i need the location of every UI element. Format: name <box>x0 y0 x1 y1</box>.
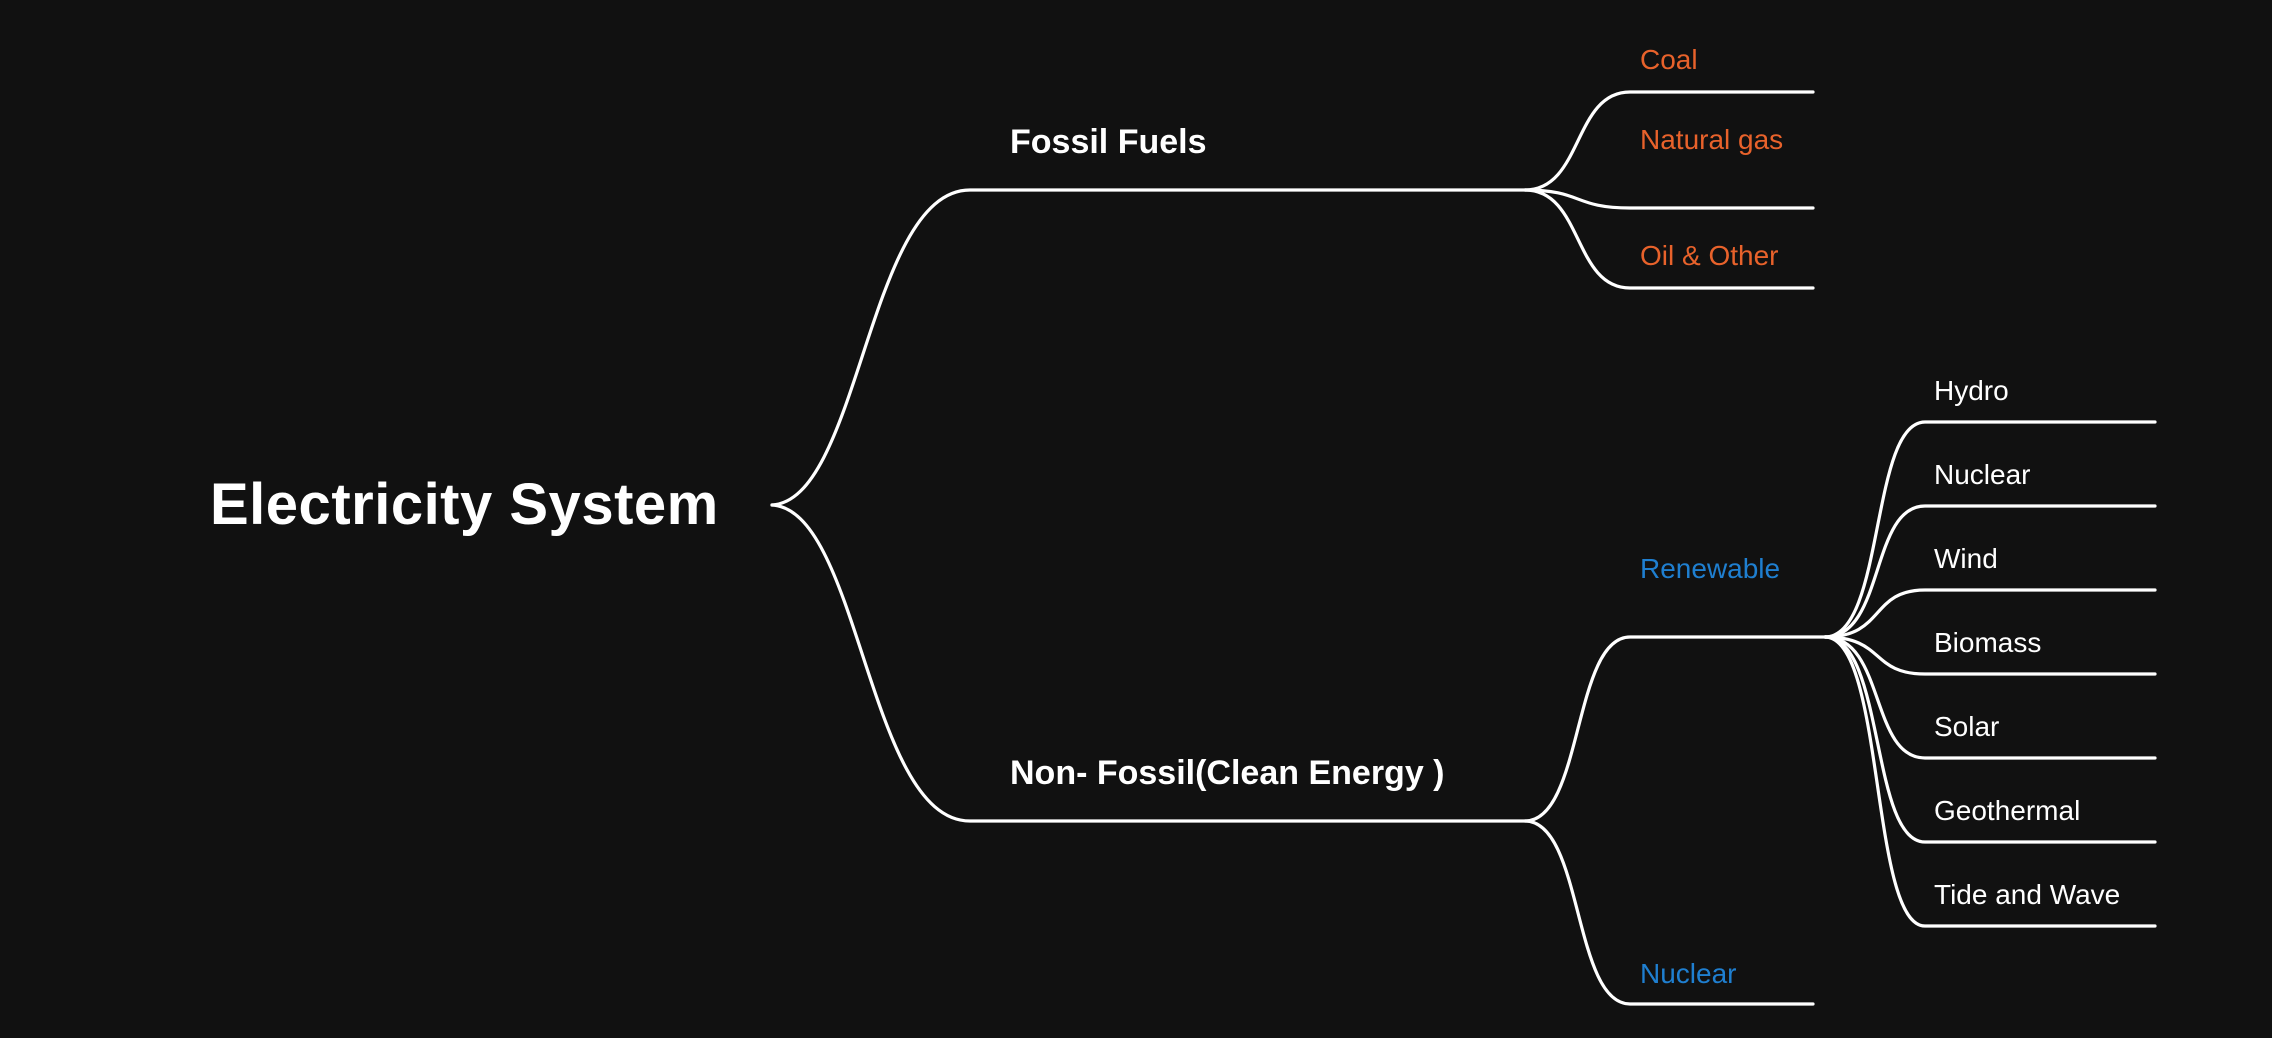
renewable-item-biomass: Biomass <box>1934 627 2042 658</box>
connector-fossil-natural-gas <box>1523 188 1815 210</box>
renewable-item-wind: Wind <box>1934 543 1998 574</box>
clean-nuclear-label: Nuclear <box>1640 958 1737 989</box>
root-title: Electricity System <box>210 472 719 537</box>
connector-renewable-wind <box>1823 588 2157 639</box>
renewable-item-hydro: Hydro <box>1934 375 2009 406</box>
renewable-item-geothermal: Geothermal <box>1934 795 2081 826</box>
connector-renewable-tide <box>1823 635 2157 928</box>
connector-root-clean <box>770 503 1527 823</box>
connector-clean-renewable <box>1523 635 1827 823</box>
connector-renewable-hydro <box>1823 420 2157 639</box>
fossil-fuels-label: Fossil Fuels <box>1010 123 1207 161</box>
connector-renewable-nuclear <box>1823 504 2157 639</box>
connector-fossil-oil <box>1523 188 1815 290</box>
renewable-item-nuclear: Nuclear <box>1934 459 2031 490</box>
connector-renewable-solar <box>1823 635 2157 760</box>
renewable-label: Renewable <box>1640 553 1781 584</box>
clean-energy-label: Non- Fossil(Clean Energy ) <box>1010 754 1445 792</box>
fossil-item-oil-other: Oil & Other <box>1640 240 1779 271</box>
fossil-item-coal: Coal <box>1640 44 1698 75</box>
connector-root-fossil <box>770 188 1527 507</box>
connector-renewable-geothermal <box>1823 635 2157 844</box>
renewable-item-tide-and-wave: Tide and Wave <box>1934 879 2121 910</box>
connector-fossil-coal <box>1523 90 1815 192</box>
fossil-item-natural-gas: Natural gas <box>1640 124 1784 155</box>
renewable-item-solar: Solar <box>1934 711 2000 742</box>
connector-renewable-biomass <box>1823 635 2157 676</box>
connector-clean-nuclear <box>1523 819 1815 1006</box>
